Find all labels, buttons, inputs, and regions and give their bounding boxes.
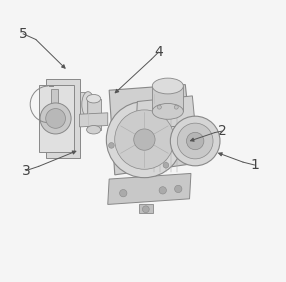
Bar — [51, 89, 57, 120]
Circle shape — [174, 105, 178, 109]
Circle shape — [170, 116, 220, 166]
Polygon shape — [136, 96, 195, 128]
Ellipse shape — [45, 92, 57, 117]
Circle shape — [177, 123, 213, 159]
Circle shape — [115, 110, 174, 169]
Polygon shape — [109, 85, 194, 175]
Text: 2: 2 — [218, 124, 226, 138]
Circle shape — [40, 103, 71, 134]
Ellipse shape — [87, 94, 101, 103]
Circle shape — [106, 102, 182, 178]
Ellipse shape — [152, 78, 183, 94]
Circle shape — [142, 206, 149, 213]
Polygon shape — [152, 86, 183, 111]
Text: 4: 4 — [154, 45, 163, 59]
Ellipse shape — [87, 125, 101, 134]
Text: 3: 3 — [22, 164, 30, 178]
Circle shape — [109, 143, 114, 148]
Circle shape — [163, 162, 169, 168]
Circle shape — [46, 109, 65, 128]
Ellipse shape — [82, 92, 94, 117]
Ellipse shape — [152, 103, 183, 119]
Polygon shape — [51, 92, 88, 117]
Circle shape — [153, 105, 159, 111]
Circle shape — [134, 129, 155, 150]
Text: 1: 1 — [250, 158, 259, 172]
Circle shape — [120, 190, 127, 197]
Circle shape — [174, 185, 182, 193]
Polygon shape — [80, 113, 108, 127]
Circle shape — [186, 132, 204, 150]
Circle shape — [159, 187, 166, 194]
Polygon shape — [46, 79, 80, 158]
Polygon shape — [108, 173, 191, 204]
Text: 5: 5 — [19, 27, 27, 41]
Polygon shape — [39, 85, 74, 152]
Polygon shape — [87, 99, 101, 130]
Circle shape — [157, 105, 161, 109]
Polygon shape — [139, 204, 153, 213]
